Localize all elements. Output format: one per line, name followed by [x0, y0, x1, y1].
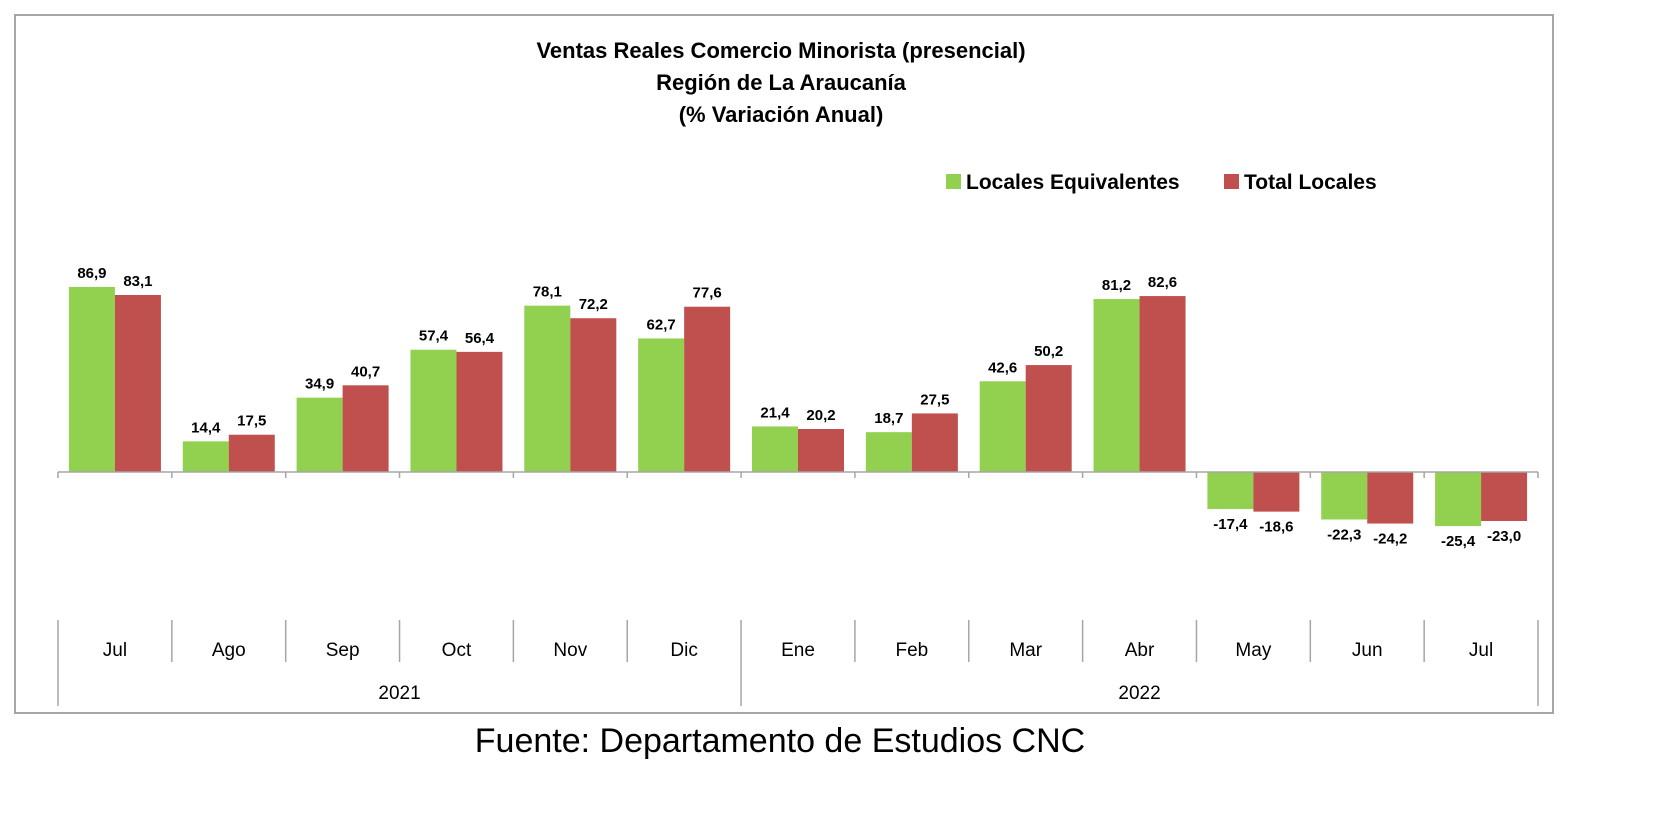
category-label: Sep — [326, 640, 360, 661]
bar — [296, 397, 343, 472]
data-label: 83,1 — [123, 273, 152, 290]
bar — [1435, 472, 1482, 527]
data-label: 86,9 — [77, 265, 106, 282]
category-label: Ene — [781, 640, 815, 661]
data-label: -25,4 — [1441, 533, 1476, 550]
data-label: 72,2 — [579, 296, 608, 313]
bar — [456, 351, 503, 472]
chart-title: Ventas Reales Comercio Minorista (presen… — [536, 38, 1025, 127]
bar — [798, 428, 844, 472]
data-label: 77,6 — [693, 285, 722, 302]
data-label: 42,6 — [988, 359, 1017, 376]
x-axis: Jul Ago Sep Oct Nov Dic Ene Feb Mar Abr May Jun Jul 2… — [57, 471, 1539, 706]
data-labels: 86,9 83,1 14,4 17,5 34,9 40,7 57,4 56,4 78,1 72,2… — [77, 265, 1521, 550]
bar — [1367, 472, 1414, 524]
chart-svg: Ventas Reales Comercio Minorista (presen… — [57, 38, 1539, 706]
category-label: Ago — [212, 640, 246, 661]
data-label: 57,4 — [419, 328, 449, 345]
source-note: Fuente: Departamento de Estudios CNC — [474, 722, 1086, 760]
chart-frame: Ventas Reales Comercio Minorista (presen… — [14, 14, 1554, 714]
bar — [228, 434, 275, 472]
data-label: 78,1 — [533, 284, 562, 301]
data-label: -18,6 — [1259, 519, 1293, 536]
bar — [1481, 472, 1528, 521]
data-label: -23,0 — [1487, 528, 1521, 545]
category-label: Nov — [553, 640, 587, 661]
data-label: -22,3 — [1327, 526, 1361, 543]
bar — [1093, 299, 1140, 472]
data-label: 14,4 — [191, 419, 221, 436]
data-label: 56,4 — [465, 330, 495, 347]
year-group-label: 2021 — [378, 683, 420, 704]
category-label: Jul — [103, 640, 127, 661]
data-label: 27,5 — [920, 391, 949, 408]
bar — [1207, 472, 1254, 510]
data-label: 40,7 — [351, 363, 380, 380]
legend-swatch — [1224, 174, 1239, 189]
category-label: Abr — [1125, 640, 1155, 661]
bar — [979, 381, 1026, 472]
data-label: 20,2 — [806, 407, 835, 424]
data-label: 18,7 — [874, 410, 903, 427]
category-label: Jun — [1352, 640, 1383, 661]
legend-swatch — [946, 174, 961, 189]
bar — [114, 294, 161, 472]
category-label: Oct — [442, 640, 472, 661]
bar — [342, 385, 389, 472]
bar — [410, 349, 457, 472]
data-label: 50,2 — [1034, 343, 1063, 360]
chart-title-line: Región de La Araucanía — [656, 70, 907, 95]
bar — [1025, 365, 1072, 472]
bar — [752, 426, 798, 472]
bar — [865, 432, 912, 472]
bar — [1321, 472, 1368, 520]
bar — [638, 338, 685, 472]
chart-title-line: (% Variación Anual) — [679, 102, 884, 127]
data-label: 34,9 — [305, 376, 334, 393]
category-label: Jul — [1469, 640, 1493, 661]
bar — [68, 286, 115, 472]
year-group-label: 2022 — [1118, 683, 1160, 704]
category-label: Feb — [895, 640, 928, 661]
category-label: Dic — [670, 640, 697, 661]
data-label: 82,6 — [1148, 274, 1177, 291]
bar — [1139, 296, 1186, 472]
bar — [524, 305, 571, 472]
chart-legend: Locales Equivalentes Total Locales — [946, 171, 1377, 194]
category-label: Mar — [1009, 640, 1042, 661]
bar — [684, 306, 731, 472]
bars — [68, 286, 1528, 527]
data-label: -17,4 — [1213, 516, 1248, 533]
data-label: 81,2 — [1102, 277, 1131, 294]
data-label: 62,7 — [647, 316, 676, 333]
legend-label: Total Locales — [1244, 171, 1377, 194]
data-label: -24,2 — [1373, 531, 1407, 548]
data-label: 21,4 — [760, 404, 790, 421]
bar — [1253, 472, 1300, 512]
category-label: May — [1235, 640, 1271, 661]
data-label: 17,5 — [237, 413, 266, 430]
chart-title-line: Ventas Reales Comercio Minorista (presen… — [536, 38, 1025, 63]
bar — [570, 318, 617, 472]
bar — [182, 441, 229, 472]
bar — [911, 413, 958, 472]
legend-label: Locales Equivalentes — [966, 171, 1180, 194]
